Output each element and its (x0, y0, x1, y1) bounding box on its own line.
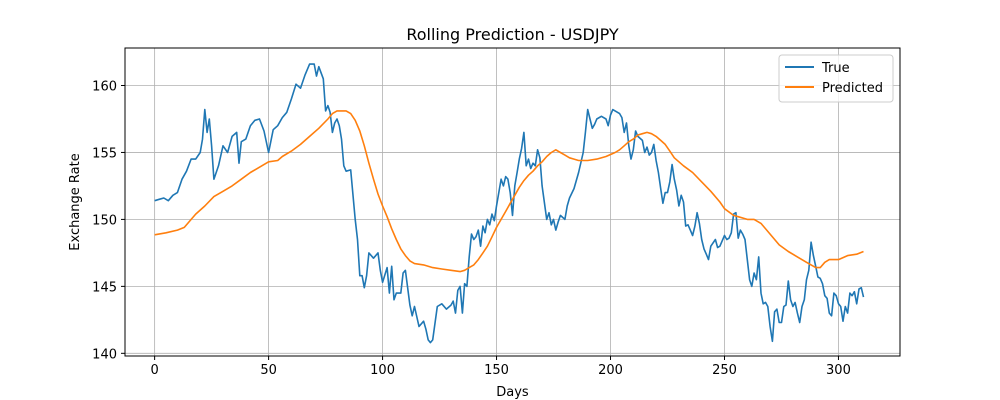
x-tick-label: 0 (150, 363, 158, 378)
x-tick-label: 100 (370, 363, 395, 378)
y-tick-label: 145 (92, 280, 117, 295)
legend-label-true: True (821, 61, 850, 76)
y-axis-label: Exchange Rate (68, 153, 83, 250)
y-tick-label: 155 (92, 146, 117, 161)
chart-title: Rolling Prediction - USDJPY (406, 25, 619, 44)
x-tick-label: 50 (260, 363, 277, 378)
y-tick-label: 160 (92, 79, 117, 94)
legend: True Predicted (778, 54, 894, 103)
axis-ticks: 0 50 100 150 200 250 300 140 145 150 155 160 (92, 79, 851, 378)
plot-frame (124, 47, 901, 357)
y-tick-label: 150 (92, 213, 117, 228)
series-line-true (154, 63, 865, 344)
series-line-predicted (154, 110, 864, 273)
x-axis-label: Days (496, 385, 529, 400)
x-tick-label: 300 (826, 363, 851, 378)
legend-label-predicted: Predicted (822, 81, 883, 96)
y-tick-label: 140 (92, 347, 117, 362)
x-tick-label: 250 (712, 363, 737, 378)
grid-lines (125, 48, 900, 356)
x-tick-label: 150 (484, 363, 509, 378)
x-tick-label: 200 (598, 363, 623, 378)
series-layer (154, 63, 865, 344)
